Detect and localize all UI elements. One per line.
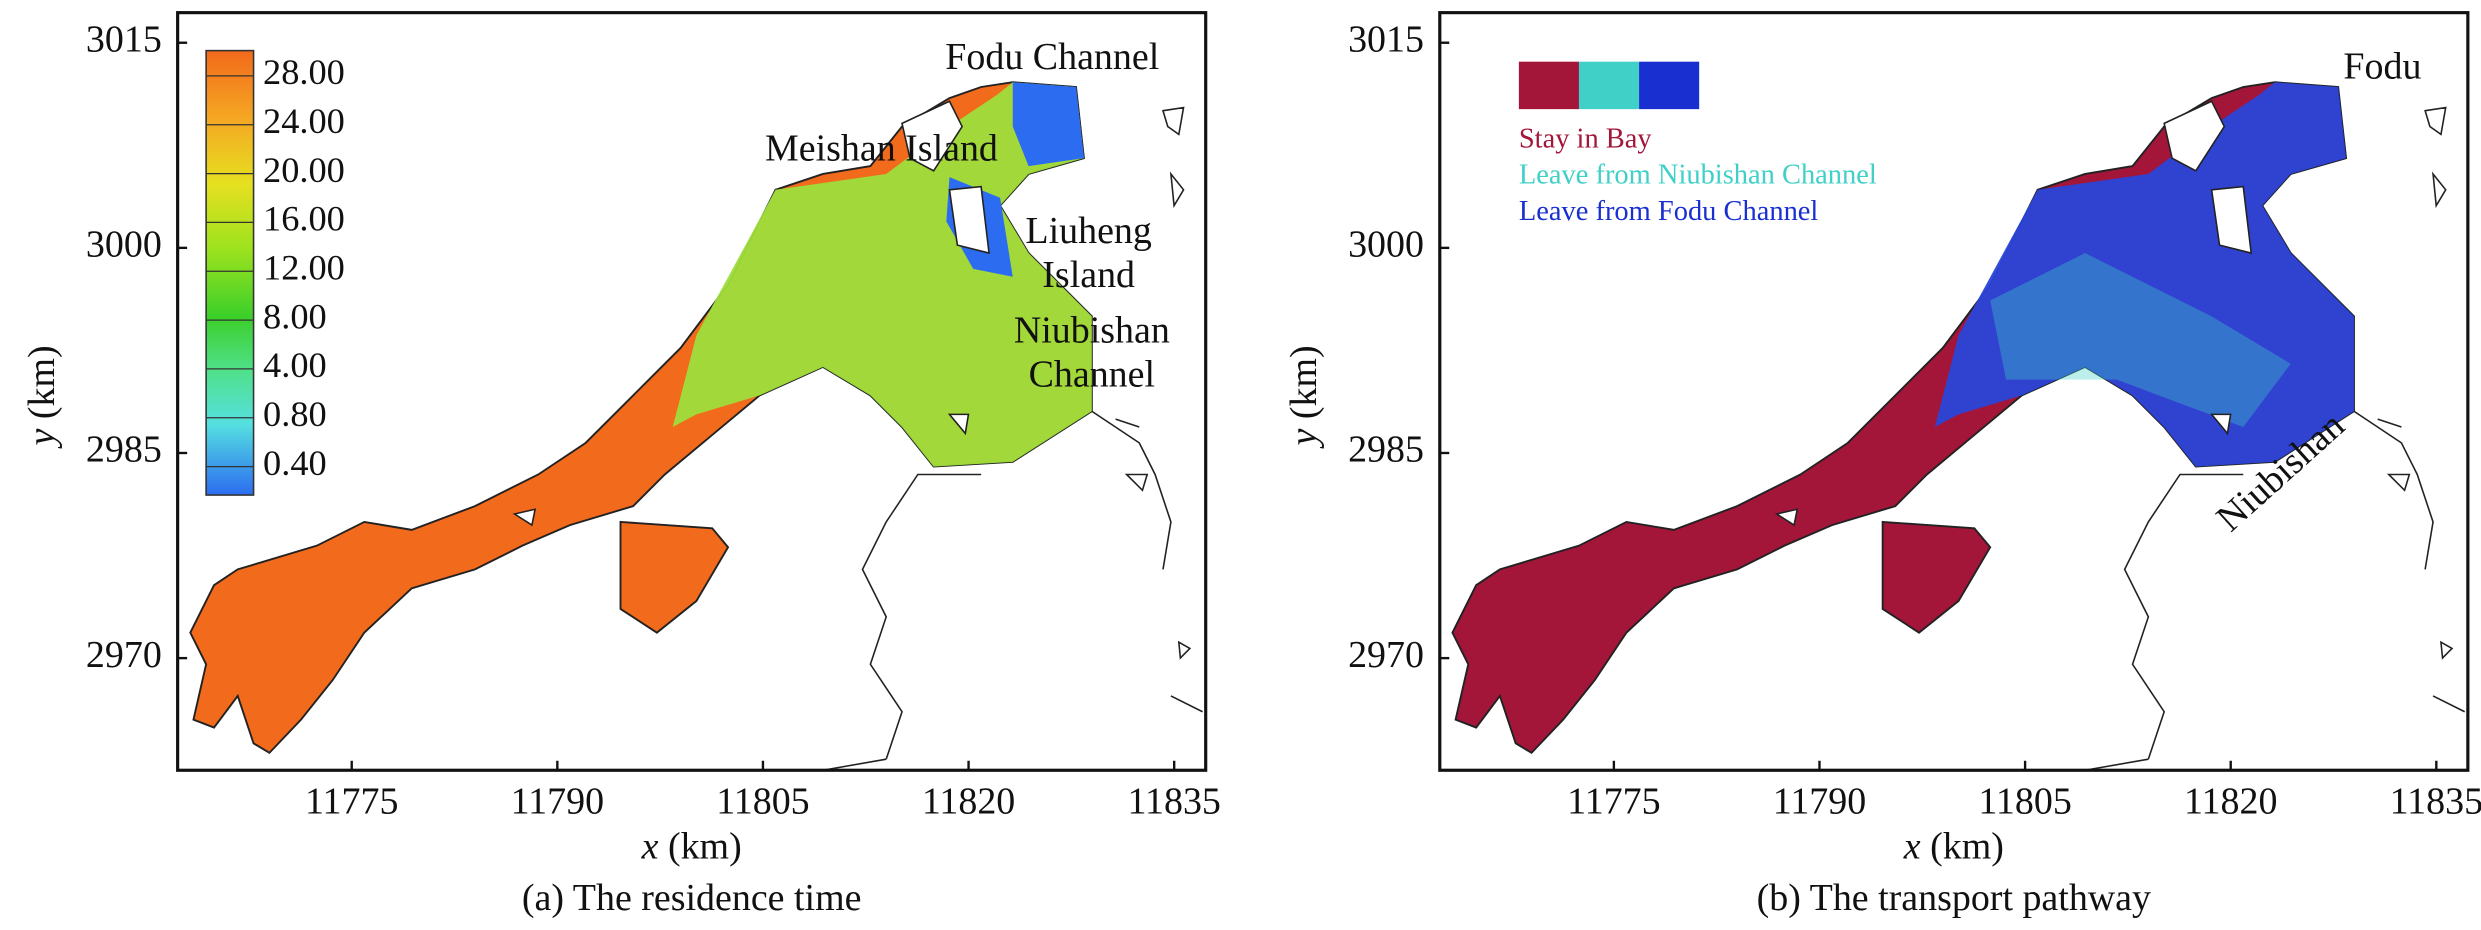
axis-var: x bbox=[1903, 825, 1921, 867]
legend-swatch bbox=[1578, 61, 1640, 110]
axis-var: x bbox=[641, 825, 659, 867]
islands bbox=[1774, 100, 2253, 527]
colorbar-label: 20.00 bbox=[263, 150, 345, 190]
y-tick-label: 3000 bbox=[1348, 224, 1424, 266]
colorbar-label: 0.40 bbox=[263, 443, 327, 483]
mixed-zone bbox=[1990, 253, 2291, 428]
annotation: Meishan Island bbox=[765, 128, 998, 170]
axis-var: y bbox=[20, 428, 62, 449]
y-tick-label: 3015 bbox=[1348, 18, 1424, 60]
annotation: Fodu Channel bbox=[945, 36, 1159, 78]
axis-unit: (km) bbox=[20, 345, 62, 419]
panel: 11775 11790 11805 11820 11835 2970 2985 3000 301… bbox=[20, 11, 1221, 919]
colorbar-label: 16.00 bbox=[263, 199, 345, 239]
annotation: Liuheng bbox=[1025, 210, 1151, 252]
legend-swatch bbox=[1639, 61, 1700, 110]
y-tick-label: 2985 bbox=[1348, 429, 1424, 471]
coastline bbox=[2084, 106, 2466, 772]
y-tick-label: 2985 bbox=[86, 429, 162, 471]
axis-unit: (km) bbox=[668, 825, 742, 867]
axes-frame bbox=[1438, 11, 2470, 772]
colorbar-label: 12.00 bbox=[263, 248, 345, 288]
legend-swatch bbox=[1518, 61, 1579, 110]
x-tick-label: 11835 bbox=[2390, 781, 2481, 823]
x-tick-label: 11820 bbox=[2184, 781, 2277, 823]
caption: (b) The transport pathway bbox=[1757, 877, 2151, 919]
x-tick-label: 11790 bbox=[1773, 781, 1866, 823]
x-tick-label: 11805 bbox=[716, 781, 809, 823]
y-tick-label: 3015 bbox=[86, 18, 162, 60]
annotation: Fodu bbox=[2343, 45, 2421, 87]
colorbar-label: 8.00 bbox=[263, 296, 327, 336]
axis-var: y bbox=[1283, 428, 1325, 449]
axis-unit: (km) bbox=[1930, 825, 2004, 867]
y-tick-label: 2970 bbox=[86, 634, 162, 676]
y-axis-label: y (km) bbox=[1283, 345, 1325, 449]
legend-label: Leave from Niubishan Channel bbox=[1519, 160, 1877, 191]
colorbar-label: 28.00 bbox=[263, 52, 345, 92]
x-tick-label: 11805 bbox=[1978, 781, 2071, 823]
islands bbox=[512, 100, 990, 527]
y-tick-label: 3000 bbox=[86, 224, 162, 266]
legend-label: Leave from Fodu Channel bbox=[1519, 196, 1819, 227]
annotation: Niubishan bbox=[1014, 309, 1170, 351]
panel: 11775 11790 11805 11820 11835 2970 2985 3000 301… bbox=[1283, 11, 2481, 919]
colorbar-label: 24.00 bbox=[263, 101, 345, 141]
x-tick-label: 11820 bbox=[922, 781, 1015, 823]
y-axis-label: y (km) bbox=[20, 345, 62, 449]
colorbar bbox=[205, 49, 255, 496]
colorbar-label: 0.80 bbox=[263, 394, 327, 434]
legend-label: Stay in Bay bbox=[1519, 123, 1653, 154]
outer-bay bbox=[1934, 82, 2354, 467]
x-axis-label: x (km) bbox=[1903, 825, 2004, 867]
x-tick-label: 11835 bbox=[1127, 781, 1220, 823]
y-tick-label: 2970 bbox=[1348, 634, 1424, 676]
coastline bbox=[822, 106, 1203, 772]
colorbar-label: 4.00 bbox=[263, 345, 327, 385]
x-tick-label: 11775 bbox=[305, 781, 398, 823]
axis-unit: (km) bbox=[1283, 345, 1325, 419]
annotation: Island bbox=[1042, 254, 1135, 296]
x-tick-label: 11790 bbox=[511, 781, 604, 823]
x-tick-label: 11775 bbox=[1567, 781, 1660, 823]
caption: (a) The residence time bbox=[522, 877, 862, 919]
outer-bay bbox=[672, 82, 1092, 467]
annotation: Channel bbox=[1029, 354, 1155, 396]
x-axis-label: x (km) bbox=[641, 825, 742, 867]
axes-frame bbox=[176, 11, 1208, 772]
